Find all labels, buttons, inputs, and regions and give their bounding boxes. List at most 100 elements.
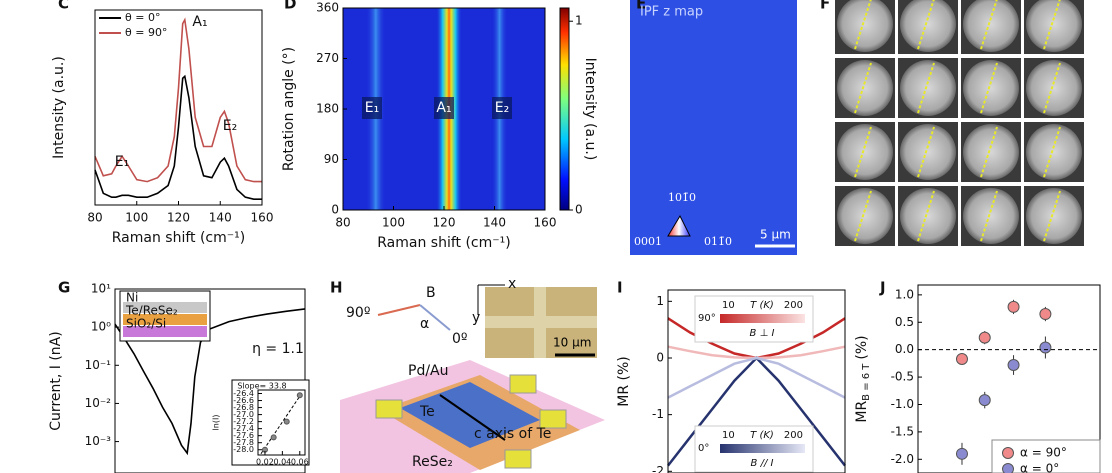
plot-frame <box>667 289 846 473</box>
annotation: E₂ <box>223 118 237 134</box>
band-line <box>917 0 935 50</box>
micrograph-bar <box>534 287 546 358</box>
y-tick-label: -27.4 <box>233 424 254 433</box>
data-point <box>1007 300 1020 313</box>
band-line <box>1043 190 1061 242</box>
x-tick-label: 160 <box>251 211 274 225</box>
pattern-disc <box>837 60 893 116</box>
stack-label: Ni <box>126 291 138 305</box>
label-box <box>362 97 382 119</box>
x-axis-label: Raman shift (cm⁻¹) <box>112 230 245 246</box>
electrode <box>509 374 537 394</box>
pattern-disc <box>900 60 956 116</box>
orientation-label: B ⊥ I <box>750 328 775 339</box>
pattern-disc <box>963 0 1019 52</box>
x-tick-label: 160 <box>534 216 557 230</box>
y-axis-label-part: MR <box>854 401 870 423</box>
stack-layer <box>123 314 207 325</box>
x-tick-label: 0.02 <box>256 458 274 467</box>
pattern-disc <box>1026 188 1082 244</box>
y-tick-label: -1.5 <box>891 424 914 438</box>
pattern-disc <box>963 188 1019 244</box>
y-tick-label: -27.2 <box>233 417 254 426</box>
band-line <box>980 126 998 178</box>
band-line <box>854 126 872 178</box>
device-diagram <box>340 284 605 473</box>
diagram-label: Pd/Au <box>408 363 449 379</box>
y-axis-label-part: (%) <box>854 335 870 359</box>
data-point <box>955 447 968 460</box>
band-line <box>854 0 872 50</box>
plot-frame <box>917 284 1101 473</box>
y-tick-label: -27.0 <box>233 410 254 419</box>
diagram-label: x <box>508 276 516 292</box>
band-line <box>854 62 872 114</box>
y-tick-label: -26.8 <box>233 403 254 412</box>
data-point <box>955 352 968 365</box>
panel-label: I <box>617 279 623 297</box>
data-point <box>978 394 991 407</box>
map-title: IPF z map <box>640 5 703 20</box>
temperature-unit: T (K) <box>750 300 774 311</box>
x-tick-label: 100 <box>382 216 405 230</box>
temperature-bar <box>720 444 805 453</box>
band-line <box>917 62 935 114</box>
y-tick-label: 10⁻¹ <box>85 358 112 372</box>
x-tick-label: 80 <box>335 216 350 230</box>
y-tick-label: -27.8 <box>233 438 254 447</box>
y-axis-label: Intensity (a.u.) <box>51 56 67 159</box>
panel-label: D <box>284 0 296 13</box>
fit-line <box>260 392 303 455</box>
y-tick-label: 10¹ <box>91 282 111 296</box>
y-axis-label: ln(I) <box>212 415 221 431</box>
y-axis-label: Rotation angle (°) <box>281 47 297 171</box>
colorbar <box>559 7 570 211</box>
annotation: η = 1.1 <box>252 341 304 357</box>
inset-box <box>231 379 310 466</box>
ipf-triangle <box>667 214 691 237</box>
annotation: E₁ <box>115 154 129 170</box>
y-axis-label: MR (%) <box>616 356 632 406</box>
pattern-disc <box>900 124 956 180</box>
y-tick-label: -0.5 <box>891 370 914 384</box>
diagram-label: c axis of Te <box>474 426 551 442</box>
y-axis-label-part: B = 6 T <box>861 363 872 401</box>
y-tick-label: 10⁻² <box>85 396 112 410</box>
x-tick-label: 140 <box>483 216 506 230</box>
diagram-label: 10 μm <box>553 336 591 350</box>
panel-label: H <box>330 279 343 297</box>
stack-label: SiO₂/Si <box>126 317 166 331</box>
pattern-disc <box>963 124 1019 180</box>
electrode <box>375 399 403 419</box>
panel-label: C <box>58 0 69 13</box>
y-tick-label: 0 <box>331 203 339 217</box>
band-line <box>917 126 935 178</box>
data-point <box>283 418 290 425</box>
stack-layer <box>123 302 207 313</box>
y-tick-label: -2.0 <box>891 452 914 466</box>
panel-label: F <box>820 0 830 13</box>
diagram-label: 0º <box>452 331 468 347</box>
data-point <box>296 392 303 399</box>
pole-label: 0001 <box>634 235 662 248</box>
temperature-min: 10 <box>722 300 735 311</box>
y-tick-label: -26.4 <box>233 389 254 398</box>
diagram-label: y <box>472 310 480 326</box>
y-tick-label: 0.5 <box>895 315 914 329</box>
legend-label: θ = 0° <box>125 11 160 24</box>
x-tick-label: 80 <box>87 211 102 225</box>
diagram-label: 90º <box>346 305 370 321</box>
diagram-label: Te <box>419 404 435 420</box>
x-tick-label: 0.06 <box>291 458 309 467</box>
plot-frame <box>257 389 306 456</box>
y-tick-label: -1.0 <box>891 397 914 411</box>
band-line <box>1043 126 1061 178</box>
y-tick-label: -1 <box>652 407 664 421</box>
annotation: Slope= 33.8 <box>237 382 286 391</box>
legend-swatch <box>1002 447 1014 459</box>
legend-label: α = 90° <box>1020 446 1067 460</box>
colorbar-label: Intensity (a.u.) <box>582 58 598 161</box>
ipf-map <box>630 0 797 255</box>
y-tick-label: -2 <box>652 464 664 473</box>
